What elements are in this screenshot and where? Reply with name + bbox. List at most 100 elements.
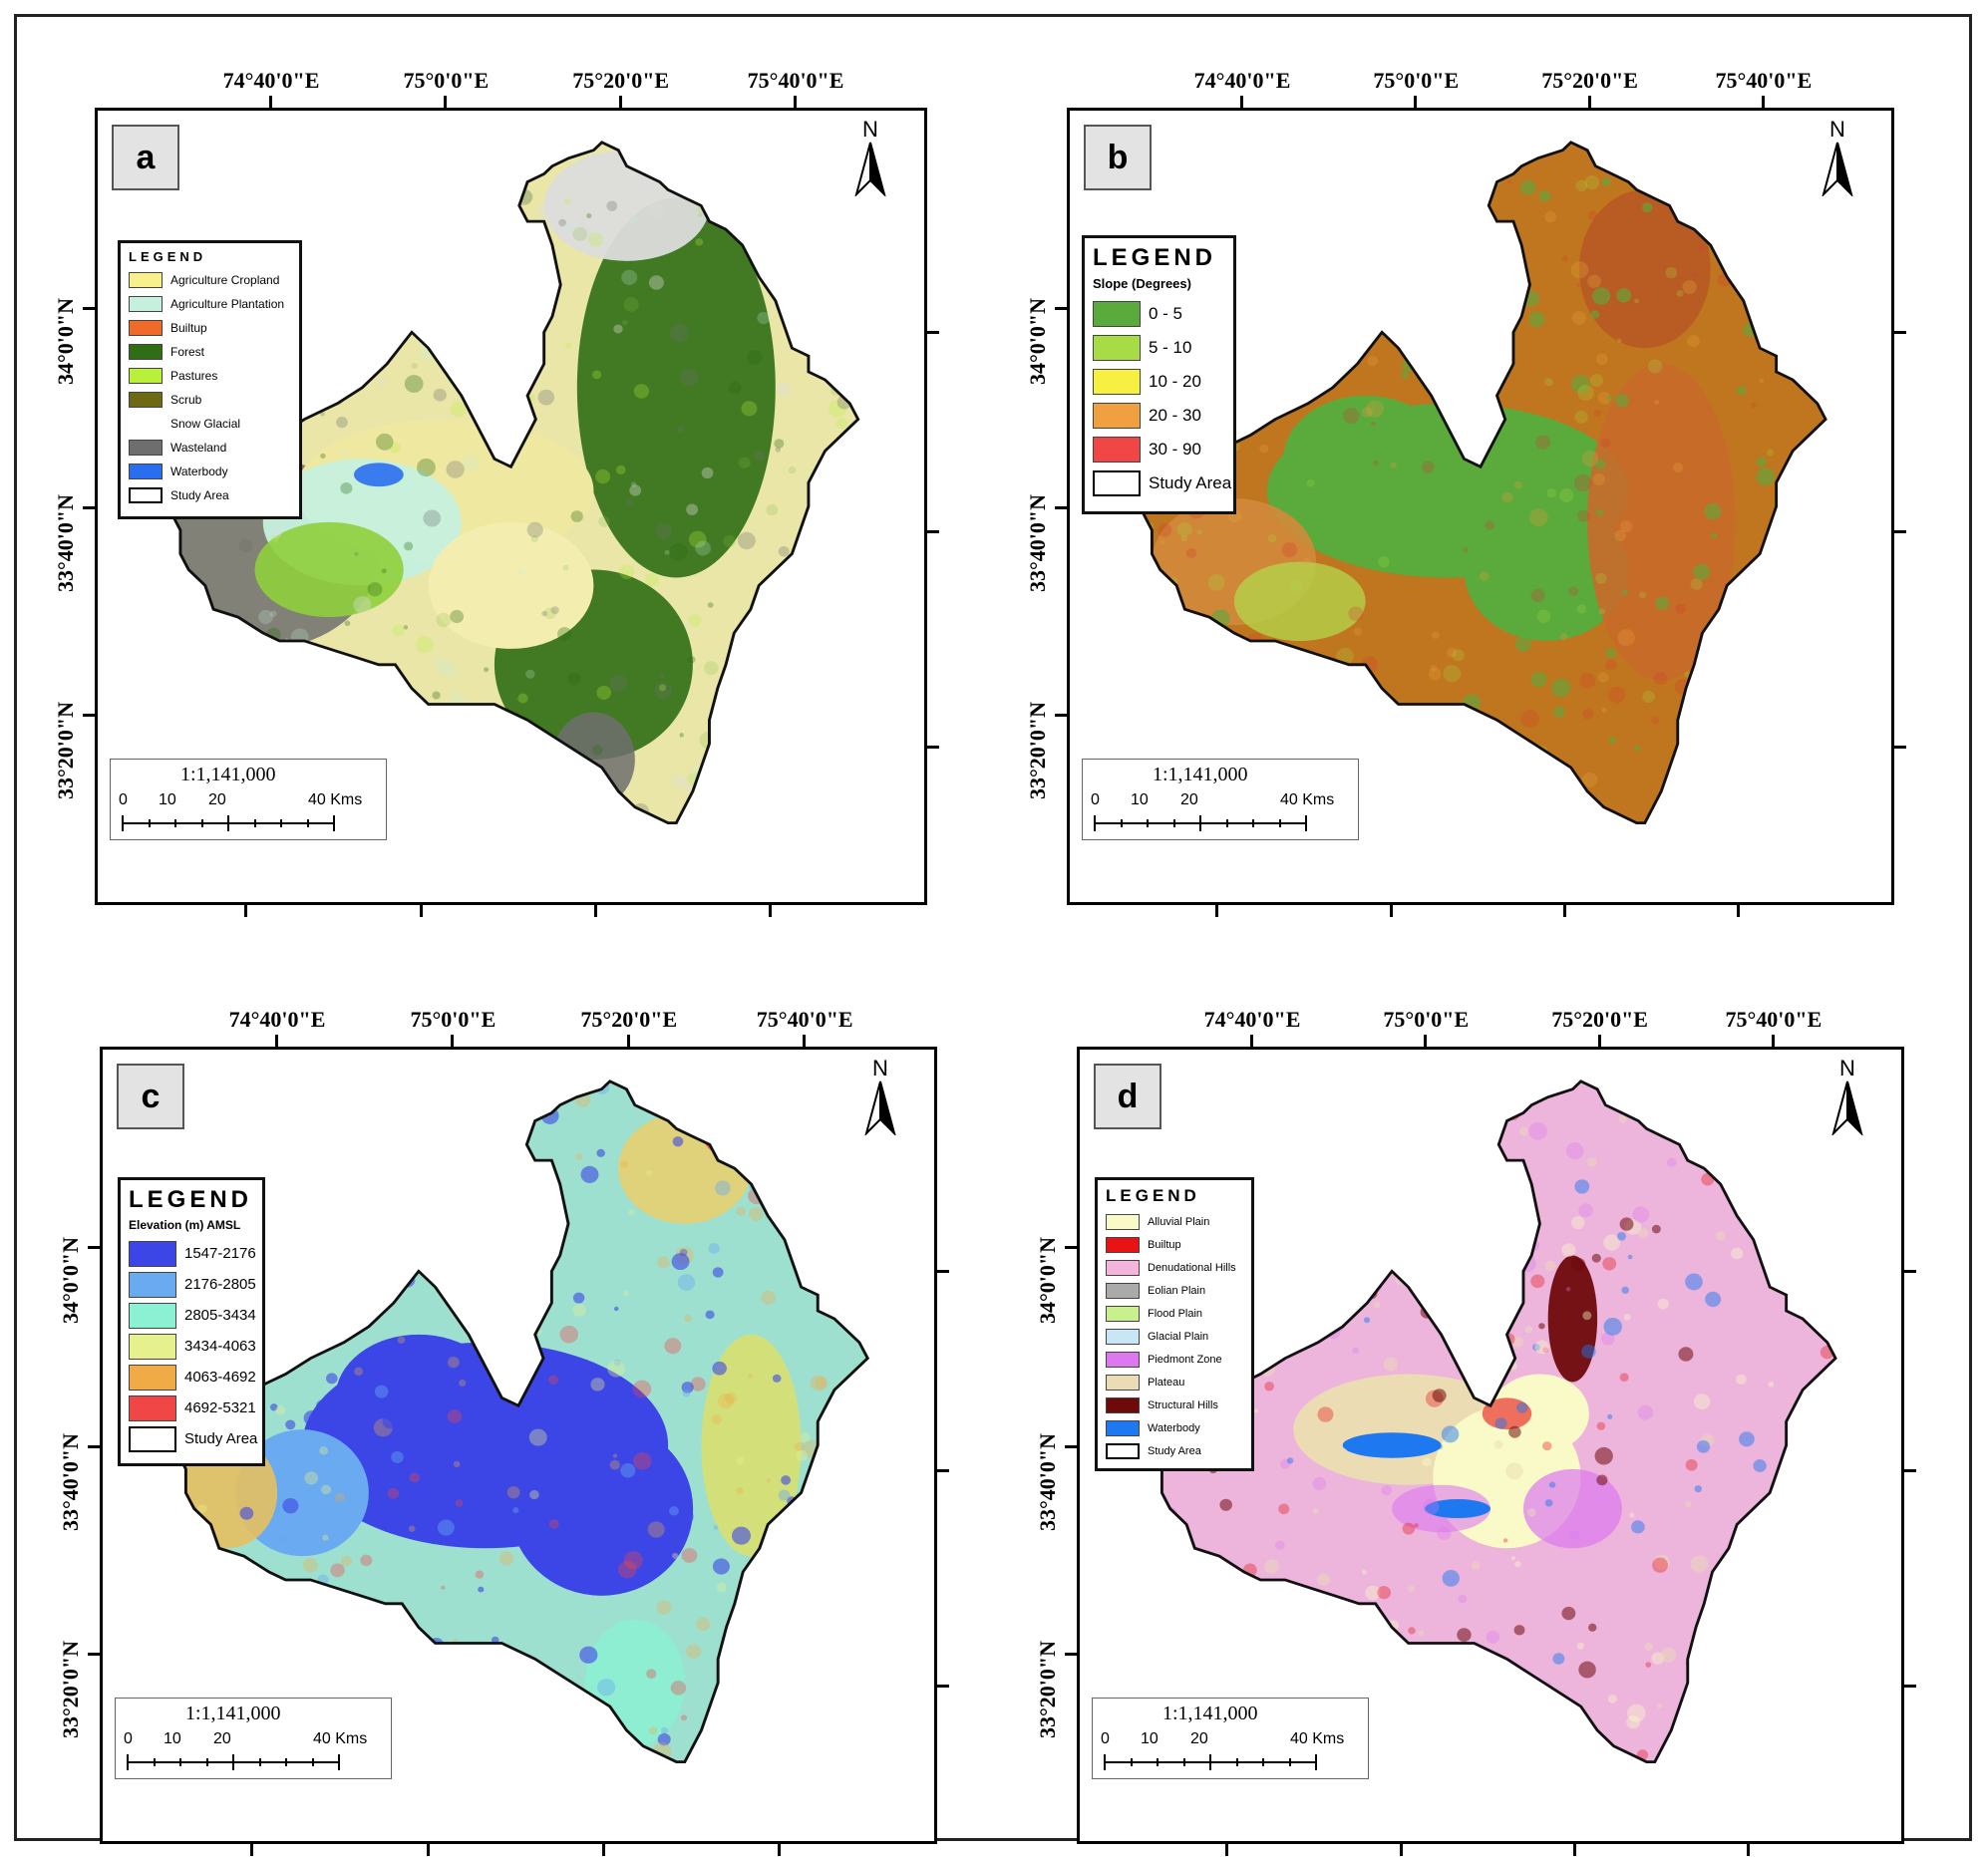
grid-tick-top [1761,96,1765,108]
grid-tick-right [1894,530,1906,533]
latitude-label: 33°40'0"N [1025,493,1050,592]
legend-items: 1547-2176 2176-2805 2805-3434 3434-4063 4063… [129,1238,257,1454]
legend-item-label: Pastures [170,369,218,383]
longitude-label: 75°40'0"E [747,68,844,93]
legend-item: Study Area [129,1423,257,1454]
figure-frame [14,14,1972,1841]
grid-tick-top [1597,1035,1601,1047]
scale-tick-label: 20 [208,791,226,808]
legend-swatch [1106,1351,1140,1368]
legend-swatch [1106,1282,1140,1299]
latitude-label: 33°40'0"N [58,1432,83,1531]
grid-tick-top [444,96,448,108]
north-label: N [1839,1056,1855,1081]
longitude-label: 75°40'0"E [756,1007,853,1032]
scale-bar: 1:1,141,000 0 10 20 40 Kms [115,1698,392,1779]
legend-item-label: Flood Plain [1148,1307,1203,1320]
legend-item: 2176-2805 [129,1269,256,1300]
north-arrow-icon [854,142,886,198]
legend-item-label: Piedmont Zone [1148,1353,1222,1366]
grid-tick-right [937,1270,949,1273]
map-frame: b N LEGEND Slope (Degrees) 0 - 5 5 - 10 10… [1067,108,1894,905]
legend-item-label: Snow Glacial [170,417,241,431]
map-frame: d N LEGEND Alluvial Plain Builtup Denudati… [1077,1047,1904,1844]
grid-tick-top [275,1035,278,1047]
grid-tick-top [794,96,798,108]
legend-swatch [129,296,163,312]
legend-item-label: Builtup [170,321,207,335]
grid-tick-left [88,1653,100,1656]
scale-ratio: 1:1,141,000 [1162,1702,1258,1724]
latitude-label: 33°20'0"N [1025,701,1050,799]
longitude-label: 75°20'0"E [1551,1007,1648,1032]
grid-tick-bottom [419,905,423,917]
scale-tick-label: 0 [1091,791,1100,808]
longitude-label: 75°20'0"E [580,1007,678,1032]
legend-item: 20 - 30 [1093,399,1225,433]
grid-tick-bottom [1389,905,1393,917]
panel-letter: a [112,125,179,190]
north-arrow-icon [1822,142,1853,198]
panel-letter: c [117,1064,184,1129]
legend-item: 4692-5321 [129,1393,256,1423]
scale-ruler [127,1754,340,1770]
study-area-map [1152,1080,1837,1763]
legend-items: Alluvial Plain Builtup Denudational Hills E… [1106,1210,1243,1462]
grid-tick-bottom [1225,1844,1229,1856]
grid-tick-top [269,96,272,108]
legend-item: Builtup [1106,1233,1243,1256]
grid-tick-bottom [602,1844,605,1856]
legend-item: Study Area [129,483,291,507]
scale-ruler [1094,815,1307,831]
legend-swatch [129,1425,176,1452]
legend-item-label: 1547-2176 [184,1245,256,1262]
scale-tick-label: 20 [213,1730,231,1747]
latitude-label: 34°0'0"N [1035,1236,1060,1324]
scale-tick-label: 40 Kms [313,1730,368,1747]
scale-tick-label: 20 [1180,791,1198,808]
legend-item-label: Plateau [1148,1376,1185,1389]
grid-tick-top [1587,96,1591,108]
legend-item: 3434-4063 [129,1331,256,1362]
legend-item-label: 3434-4063 [184,1338,256,1355]
legend-item: Plateau [1106,1371,1243,1393]
grid-tick-right [1894,746,1906,749]
legend-item-label: Denudational Hills [1148,1261,1236,1274]
legend-item: 1547-2176 [129,1238,256,1269]
north-arrow: N [850,119,890,198]
longitude-label: 75°40'0"E [1715,68,1813,93]
legend-swatch [129,1394,176,1421]
scale-tick-label: 10 [164,1730,181,1747]
longitude-label: 74°40'0"E [1193,68,1291,93]
legend-swatch [1106,1328,1140,1345]
legend-item: 5 - 10 [1093,331,1225,365]
legend-swatch [129,320,163,336]
grid-tick-top [803,1035,807,1047]
latitude-label: 34°0'0"N [1025,297,1050,385]
grid-tick-left [88,1246,100,1249]
scale-tick-label: 10 [159,791,176,808]
grid-tick-bottom [426,1844,430,1856]
grid-tick-right [1904,1685,1916,1688]
legend-swatch [129,1271,176,1298]
legend-swatch [129,344,163,360]
legend-item: Builtup [129,316,291,340]
latitude-label: 33°40'0"N [1035,1432,1060,1531]
grid-tick-bottom [1563,905,1566,917]
panel-letter: b [1084,125,1152,190]
legend-item-label: 4692-5321 [184,1399,256,1416]
grid-tick-left [83,506,95,509]
grid-tick-bottom [1215,905,1219,917]
legend-item-label: Agriculture Cropland [170,273,280,287]
legend-item: Flood Plain [1106,1302,1243,1325]
grid-tick-left [1055,307,1067,310]
panel-letter: d [1094,1064,1161,1129]
latitude-label: 34°0'0"N [58,1236,83,1324]
grid-tick-top [1414,96,1418,108]
grid-tick-bottom [1747,1844,1751,1856]
legend-item-label: Scrub [170,393,202,407]
legend-swatch [1106,1236,1140,1253]
legend-swatch [129,1364,176,1391]
legend-swatch [1106,1305,1140,1322]
legend-item-label: Waterbody [170,464,228,478]
